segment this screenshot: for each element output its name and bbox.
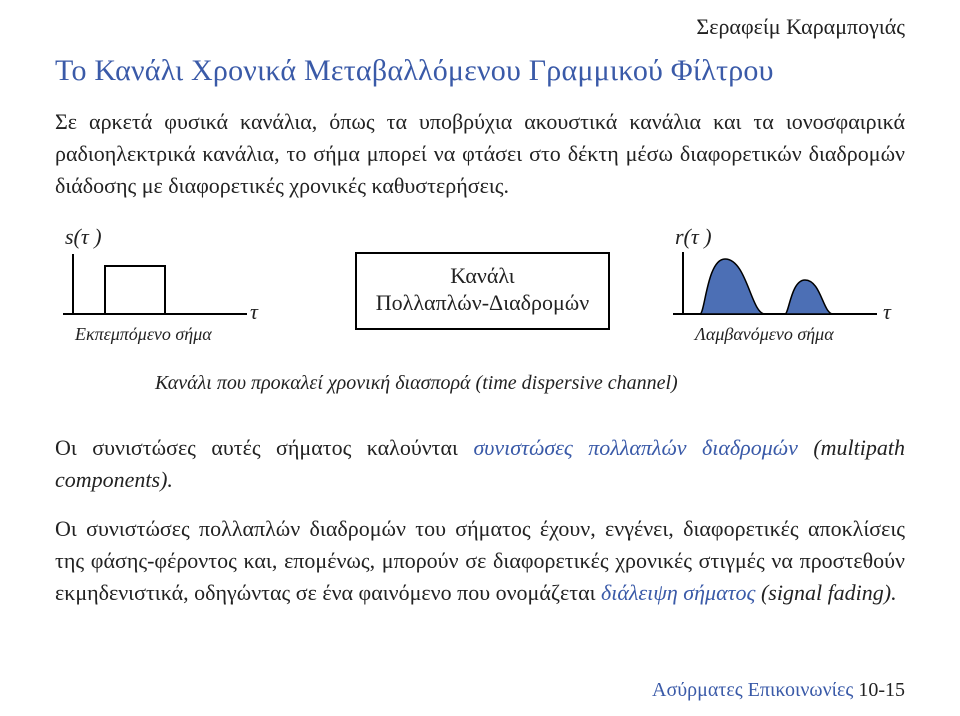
p3-term: διάλειψη σήματος	[601, 580, 755, 605]
tx-tau-label: τ	[250, 299, 258, 325]
tx-signal-plot	[55, 244, 255, 324]
channel-box-line2: Πολλαπλών-Διαδρομών	[357, 289, 608, 317]
author-name: Σεραφείμ Καραμπογιάς	[696, 14, 905, 40]
paragraph-components: Οι συνιστώσες αυτές σήματος καλούνται συ…	[55, 432, 905, 496]
diagram-caption: Κανάλι που προκαλεί χρονική διασπορά (ti…	[155, 372, 805, 395]
channel-box: Κανάλι Πολλαπλών-Διαδρομών	[355, 252, 610, 330]
channel-box-line1: Κανάλι	[357, 262, 608, 290]
page: Σεραφείμ Καραμπογιάς Το Κανάλι Χρονικά Μ…	[0, 0, 960, 716]
paragraph-intro: Σε αρκετά φυσικά κανάλια, όπως τα υποβρύ…	[55, 106, 905, 202]
tx-caption: Εκπεμπόμενο σήμα	[75, 324, 212, 345]
multipath-diagram: s(τ ) τ Εκπεμπόμενο σήμα Κανάλι Πολλαπλώ…	[55, 224, 905, 414]
page-title: Το Κανάλι Χρονικά Μεταβαλλόμενου Γραμμικ…	[55, 54, 905, 88]
footer-page-number: 10-15	[858, 679, 905, 701]
rx-caption: Λαμβανόμενο σήμα	[695, 324, 834, 345]
rx-signal-plot	[665, 244, 885, 324]
rx-tau-label: τ	[883, 299, 891, 325]
footer-text: Ασύρματες Επικοινωνίες	[652, 679, 858, 701]
footer: Ασύρματες Επικοινωνίες 10-15	[652, 679, 905, 702]
p2-term: συνιστώσες πολλαπλών διαδρομών	[473, 435, 797, 460]
paragraph-fading: Οι συνιστώσες πολλαπλών διαδρομών του σή…	[55, 513, 905, 609]
p3-text-b: (signal fading).	[755, 580, 896, 605]
p2-text-a: Οι συνιστώσες αυτές σήματος καλούνται	[55, 435, 473, 460]
